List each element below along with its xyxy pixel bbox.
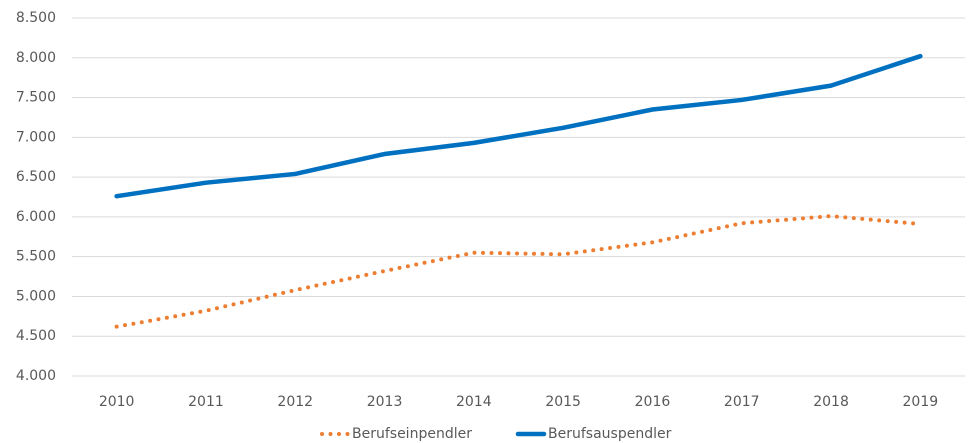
y-tick-label: 4.000 bbox=[16, 368, 56, 384]
x-tick-label: 2015 bbox=[545, 394, 581, 410]
x-tick-label: 2010 bbox=[99, 394, 135, 410]
y-tick-label: 6.500 bbox=[16, 169, 56, 185]
x-tick-label: 2012 bbox=[277, 394, 313, 410]
series-line bbox=[114, 53, 923, 199]
series-line bbox=[114, 214, 923, 329]
y-tick-label: 6.000 bbox=[16, 209, 56, 225]
y-tick-label: 7.500 bbox=[16, 90, 56, 106]
x-tick-label: 2019 bbox=[903, 394, 939, 410]
x-tick-label: 2014 bbox=[456, 394, 492, 410]
x-tick-label: 2017 bbox=[724, 394, 760, 410]
y-tick-label: 8.000 bbox=[16, 50, 56, 66]
y-tick-label: 4.500 bbox=[16, 328, 56, 344]
legend-label: Berufsauspendler bbox=[548, 426, 672, 442]
x-tick-label: 2018 bbox=[813, 394, 849, 410]
y-tick-label: 7.000 bbox=[16, 129, 56, 145]
y-tick-label: 5.500 bbox=[16, 249, 56, 265]
x-tick-label: 2011 bbox=[188, 394, 224, 410]
y-tick-label: 5.000 bbox=[16, 288, 56, 304]
x-tick-label: 2016 bbox=[635, 394, 671, 410]
legend-label: Berufseinpendler bbox=[352, 426, 472, 442]
x-tick-label: 2013 bbox=[367, 394, 403, 410]
y-tick-label: 8.500 bbox=[16, 10, 56, 26]
